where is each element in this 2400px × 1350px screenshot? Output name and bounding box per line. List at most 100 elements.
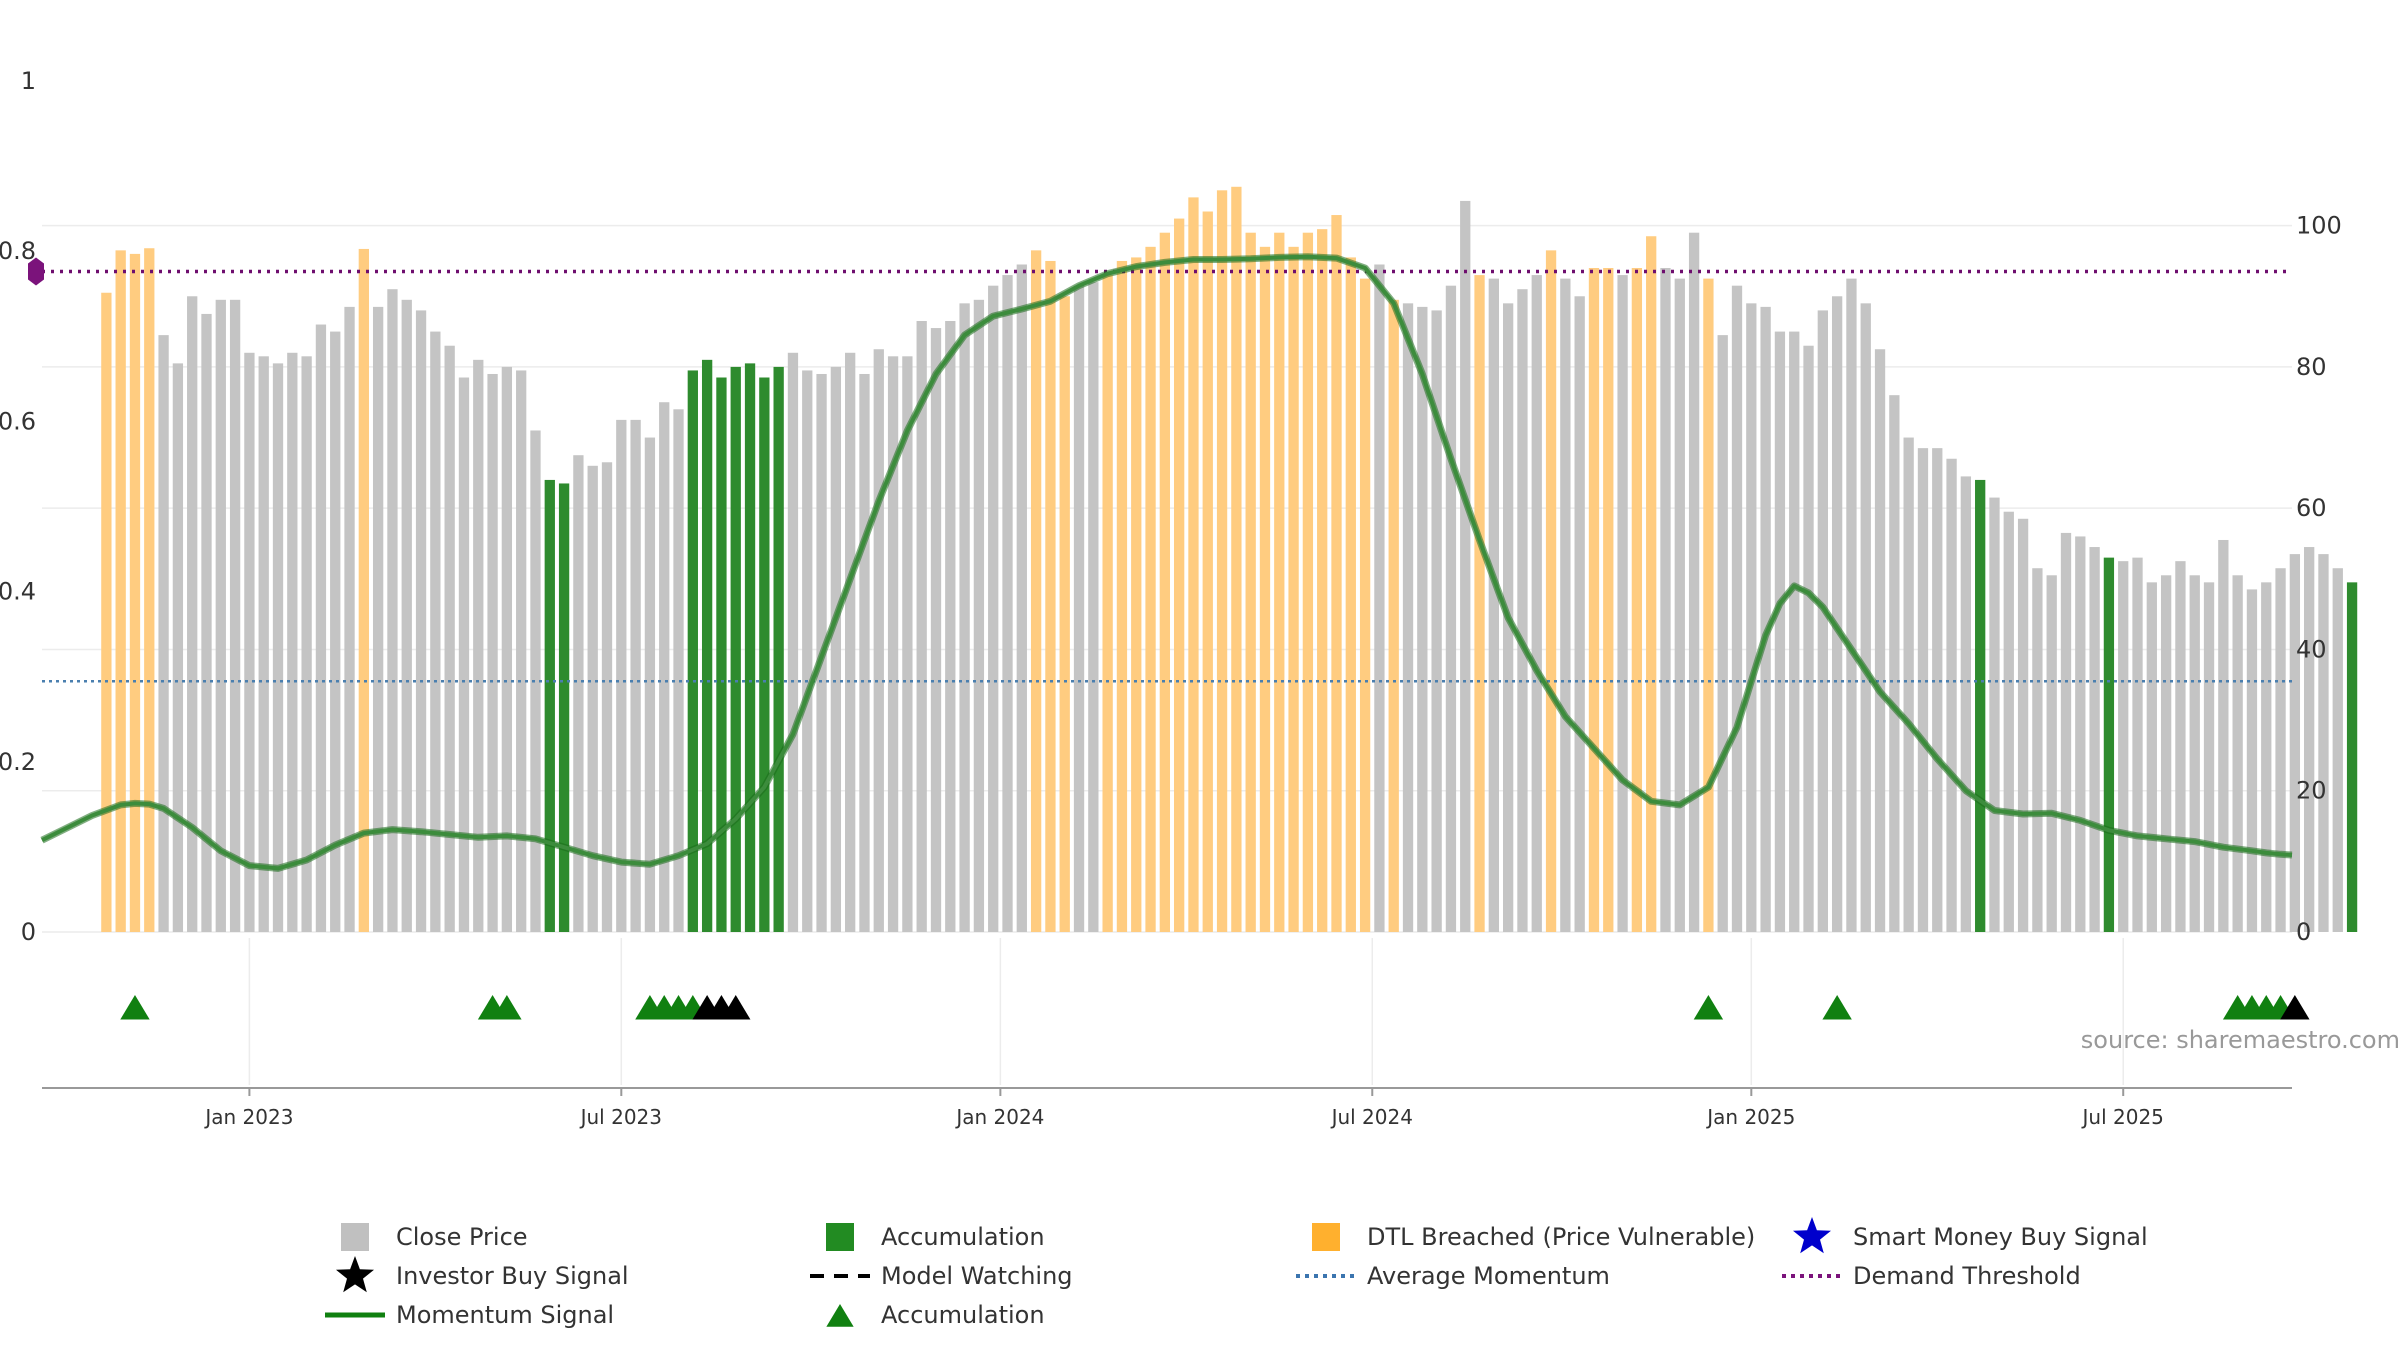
bar-close-price [802,370,813,932]
bar-close-price [1746,303,1757,932]
bar-close-price [2332,568,2343,932]
bar-close-price [1860,303,1871,932]
bar-close-price [258,356,269,933]
bar-close-price [1002,275,1013,933]
source-label: source: sharemaestro.com [2081,1026,2400,1054]
bar-dtl-breached [129,253,141,932]
bar-close-price [1946,458,1957,932]
legend-item: Momentum Signal [325,1301,614,1329]
bar-dtl-breached [101,292,112,932]
bar-dtl-breached [1274,232,1285,932]
bar-close-price [215,299,226,932]
bar-close-price [601,462,613,932]
right-axis-tick-label: 100 [2296,212,2342,240]
bar-close-price [673,409,684,933]
bar-dtl-breached [1288,246,1299,932]
right-axis-tick-label: 0 [2296,918,2311,946]
bar-close-price [2160,575,2172,932]
bar-dtl-breached [1603,268,1614,932]
bar-dtl-breached [1174,218,1185,932]
bar-close-price [2261,582,2272,932]
x-axis-tick-label: Jan 2023 [203,1105,293,1129]
bar-close-price [1846,278,1857,932]
accumulation-marker [1822,995,1852,1020]
left-axis-tick-label: 0.2 [0,748,36,776]
x-axis-tick-label: Jul 2023 [579,1105,662,1129]
bar-close-price [2246,589,2258,932]
bar-close-price [1831,296,1843,933]
bar-close-price [315,324,327,932]
bar-close-price [2146,582,2157,932]
bar-close-price [873,349,884,932]
bar-close-price [1445,285,1457,933]
legend-symbol-triangle [826,1304,854,1327]
bar-close-price [1803,345,1814,933]
signal-markers [120,995,2310,1020]
bar-close-price [616,419,627,932]
bar-close-price [644,437,656,932]
bar-dtl-breached [1188,197,1199,932]
bar-close-price [1774,331,1786,932]
legend-label: Accumulation [881,1223,1045,1251]
bar-dtl-breached [1331,215,1342,933]
bar-dtl-breached [1703,278,1714,932]
bar-close-price [1402,303,1414,932]
bar-close-price [1903,437,1914,932]
bar-close-price [887,356,899,933]
legend-label: Model Watching [881,1262,1073,1290]
bar-dtl-breached [1317,229,1328,932]
bar-dtl-breached [1145,246,1156,932]
bar-dtl-breached [1159,232,1171,932]
bar-dtl-breached [1102,275,1113,933]
bar-close-price [1374,264,1385,933]
bar-dtl-breached [1202,211,1213,932]
bar-close-price [2289,554,2301,932]
bar-dtl-breached [1302,232,1314,932]
bar-close-price [387,289,398,932]
bar-close-price [272,363,284,932]
bar-close-price [1874,349,1886,932]
investor-buy-marker [2280,995,2310,1020]
legend-label: Demand Threshold [1853,1262,2081,1290]
bar-close-price [2318,554,2329,932]
bar-dtl-breached [1588,268,1600,932]
bar-close-price [2089,547,2100,932]
legend-item: Accumulation [826,1301,1045,1329]
legend-item: DTL Breached (Price Vulnerable) [1312,1223,1755,1251]
bar-close-price [415,310,427,932]
bar-accumulation [744,363,756,932]
bar-dtl-breached [1545,250,1557,933]
legend-label: DTL Breached (Price Vulnerable) [1367,1223,1755,1251]
bar-close-price [1989,497,2000,932]
bar-close-price [2075,536,2086,932]
bar-close-price [573,455,584,932]
bar-close-price [1088,282,1099,932]
legend-label: Accumulation [881,1301,1045,1329]
bar-accumulation [716,377,727,933]
bar-close-price [630,419,641,932]
bar-close-price [845,352,856,932]
bar-dtl-breached [1345,257,1356,932]
bar-accumulation [1975,479,1986,932]
bar-accumulation [759,377,770,933]
bar-accumulation [773,366,784,933]
bar-close-price [902,356,913,933]
bar-dtl-breached [1359,278,1371,932]
bar-dtl-breached [1045,260,1056,932]
axes: 0 0.2 0.4 0.6 0.8 1 0 20 40 60 80 100 Jan 2023 Jul 20… [0,67,2342,1129]
bar-close-price [988,285,999,933]
bar-close-price [2175,561,2186,932]
bar-dtl-breached [1245,232,1256,932]
bar-close-price [501,366,513,933]
bar-close-price [973,299,985,932]
right-axis-tick-label: 20 [2296,777,2327,805]
legend-item: Accumulation [826,1223,1045,1251]
bar-close-price [859,373,870,932]
bar-close-price [1431,310,1442,932]
bar-close-price [1560,278,1571,932]
bar-close-price [830,366,842,933]
legend-symbol-square [341,1223,369,1251]
bar-close-price [1817,310,1828,932]
bar-close-price [916,320,927,932]
